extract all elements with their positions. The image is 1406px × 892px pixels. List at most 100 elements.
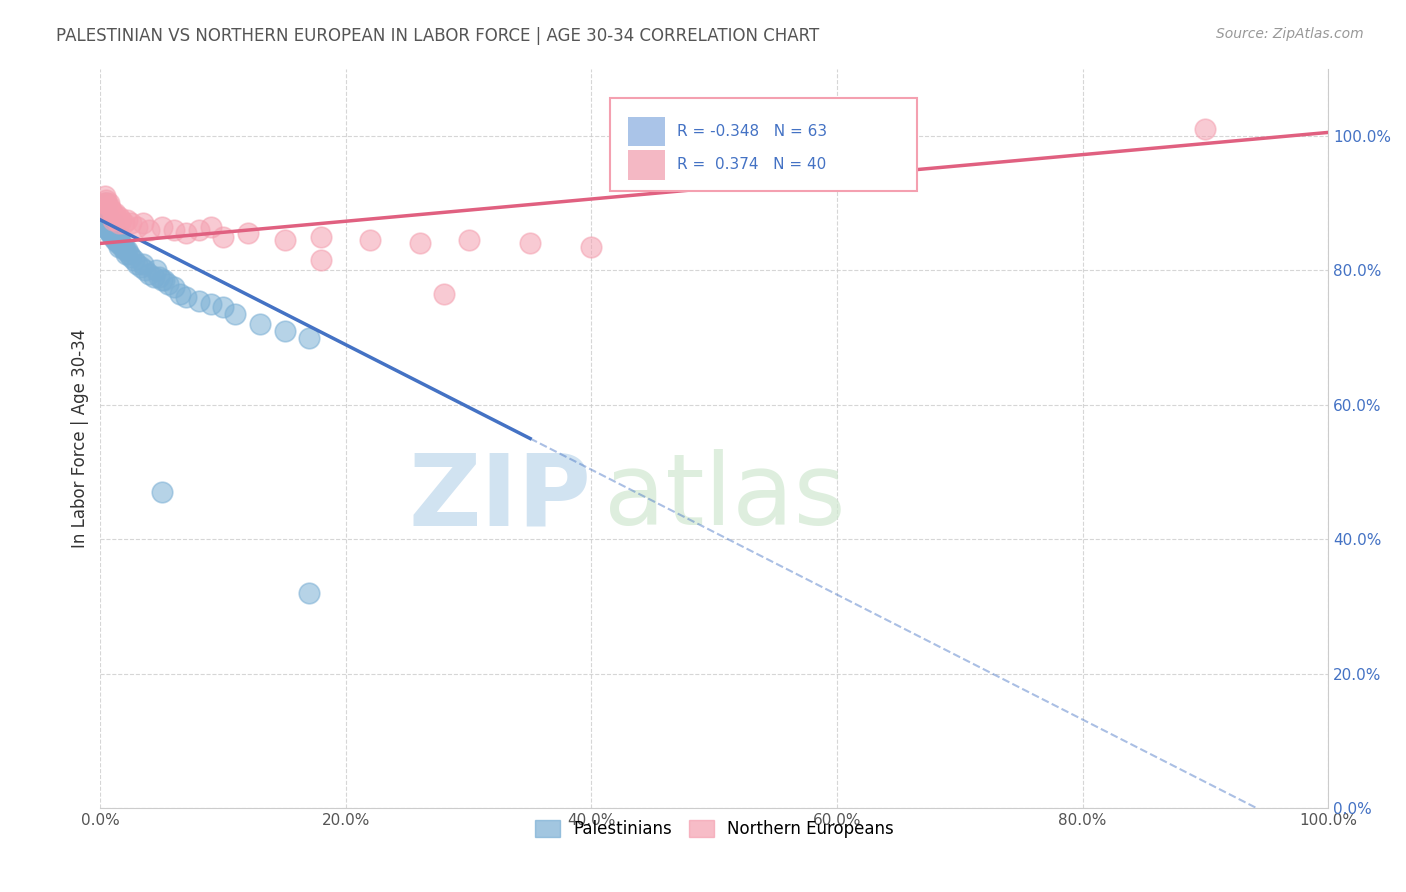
Point (115, 246, 138, 260)
Point (311, 229, 333, 244)
Point (107, 216, 129, 230)
Point (97, 212, 120, 227)
Point (150, 485, 173, 500)
Point (97, 196, 120, 211)
Point (107, 229, 129, 244)
Y-axis label: In Labor Force | Age 30-34: In Labor Force | Age 30-34 (72, 329, 89, 548)
Point (101, 216, 124, 230)
Point (408, 236, 430, 251)
Point (224, 307, 246, 321)
Point (97, 223, 120, 237)
Text: R =  0.374   N = 40: R = 0.374 N = 40 (678, 157, 827, 172)
Point (93, 196, 115, 211)
Point (98, 223, 121, 237)
Point (96, 193, 118, 207)
Point (107, 210, 129, 224)
Point (298, 586, 321, 600)
Point (117, 246, 139, 260)
Point (108, 236, 131, 251)
Point (101, 212, 124, 227)
Point (176, 290, 198, 304)
Point (112, 240, 135, 254)
Point (97, 216, 120, 230)
Point (101, 223, 124, 237)
Point (249, 317, 271, 331)
Point (169, 286, 191, 301)
Point (104, 233, 127, 247)
Point (153, 273, 176, 287)
Point (519, 236, 541, 251)
Point (212, 229, 235, 244)
Point (96, 219, 118, 234)
Point (457, 233, 479, 247)
Point (107, 240, 129, 254)
Point (114, 243, 136, 257)
Point (101, 229, 124, 244)
Point (103, 210, 125, 224)
Legend: Palestinians, Northern Europeans: Palestinians, Northern Europeans (529, 813, 900, 845)
Point (148, 270, 170, 285)
Point (94, 216, 117, 230)
Point (104, 206, 127, 220)
Point (200, 219, 222, 234)
Point (138, 267, 160, 281)
Point (156, 277, 179, 291)
Point (110, 236, 132, 251)
Point (127, 257, 149, 271)
Point (100, 202, 122, 217)
Point (163, 280, 186, 294)
Point (97, 199, 120, 213)
Point (107, 236, 129, 251)
Point (150, 219, 173, 234)
Point (100, 227, 122, 241)
Point (100, 219, 122, 234)
Point (97, 202, 120, 217)
Point (132, 257, 155, 271)
Point (104, 227, 127, 241)
Text: R = -0.348   N = 63: R = -0.348 N = 63 (678, 124, 828, 139)
Point (120, 250, 142, 264)
Point (359, 233, 381, 247)
Point (127, 219, 149, 234)
Point (132, 216, 155, 230)
Point (120, 216, 142, 230)
Point (98, 227, 121, 241)
Point (236, 227, 259, 241)
Point (163, 223, 186, 237)
Point (96, 196, 118, 211)
Text: ZIP: ZIP (409, 450, 592, 546)
Point (98, 206, 121, 220)
Point (433, 286, 456, 301)
Point (117, 243, 139, 257)
Point (103, 223, 125, 237)
Point (298, 330, 321, 344)
Point (187, 223, 209, 237)
Point (103, 229, 125, 244)
Point (94, 212, 117, 227)
Point (110, 212, 132, 227)
Point (91, 210, 114, 224)
Point (150, 273, 173, 287)
Point (212, 301, 235, 315)
Point (112, 216, 135, 230)
Point (1194, 122, 1216, 136)
Point (107, 229, 129, 244)
Point (96, 196, 118, 211)
Point (97, 210, 120, 224)
FancyBboxPatch shape (610, 98, 917, 191)
Point (105, 212, 128, 227)
Point (187, 293, 209, 308)
Point (581, 240, 603, 254)
Point (101, 206, 124, 220)
Point (129, 260, 152, 274)
Point (105, 233, 128, 247)
Point (200, 297, 222, 311)
Point (93, 216, 115, 230)
Point (117, 212, 139, 227)
Point (134, 263, 156, 277)
Point (96, 216, 118, 230)
Text: Source: ZipAtlas.com: Source: ZipAtlas.com (1216, 27, 1364, 41)
Point (93, 212, 115, 227)
Point (138, 223, 160, 237)
Point (273, 324, 295, 338)
